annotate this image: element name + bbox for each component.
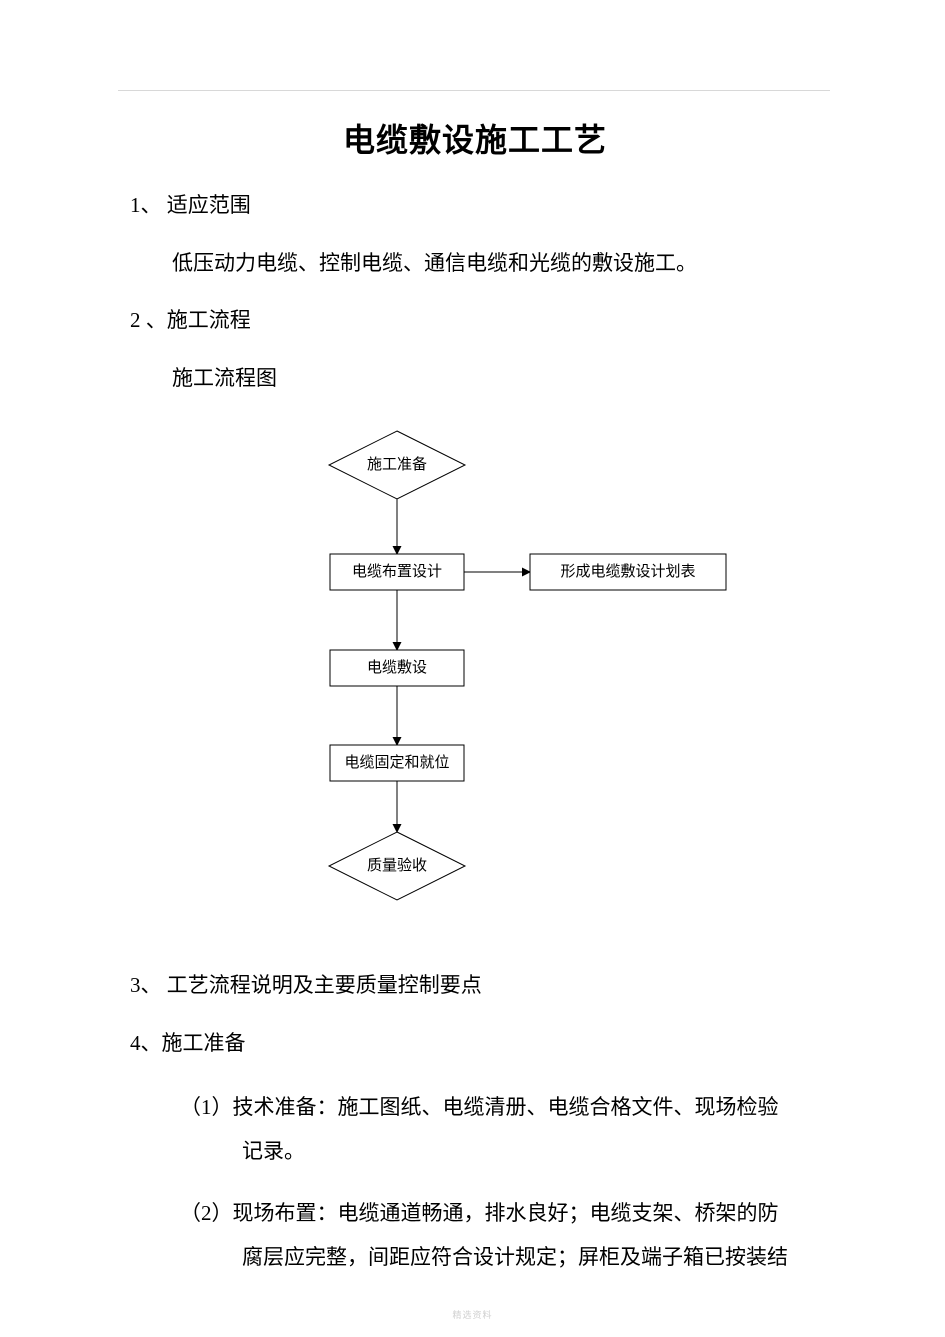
section-3-heading: 3、 工艺流程说明及主要质量控制要点 — [130, 969, 820, 1003]
page: 电缆敷设施工工艺 1、 适应范围 低压动力电缆、控制电缆、通信电缆和光缆的敷设施… — [0, 0, 945, 1337]
section-2-body: 施工流程图 — [172, 362, 820, 396]
section-4-item-2: （2）现场布置：电缆通道畅通，排水良好；电缆支架、桥架的防 腐层应完整，间距应符… — [180, 1191, 820, 1279]
flow-node-label-n2: 电缆布置设计 — [352, 563, 442, 580]
top-rule — [118, 90, 830, 91]
section-1-body: 低压动力电缆、控制电缆、通信电缆和光缆的敷设施工。 — [172, 247, 820, 281]
s4-i1-line1: （1）技术准备：施工图纸、电缆清册、电缆合格文件、现场检验 — [180, 1095, 779, 1119]
flow-node-label-n6: 质量验收 — [367, 857, 427, 874]
flowchart: 施工准备电缆布置设计 形成电缆敷设计划表电缆敷设电缆固定和就位质量验收 — [215, 419, 735, 929]
flow-node-label-n3: 形成电缆敷设计划表 — [560, 562, 695, 580]
document-title: 电缆敷设施工工艺 — [130, 115, 820, 161]
section-4-item-1: （1）技术准备：施工图纸、电缆清册、电缆合格文件、现场检验 记录。 — [180, 1085, 820, 1173]
flow-node-label-n1: 施工准备 — [367, 456, 427, 473]
section-2-heading: 2 、施工流程 — [130, 304, 820, 338]
section-1-heading: 1、 适应范围 — [130, 189, 820, 223]
flow-node-label-n4: 电缆敷设 — [367, 658, 427, 676]
s4-i2-line1: （2）现场布置：电缆通道畅通，排水良好；电缆支架、桥架的防 — [180, 1201, 779, 1225]
s4-i1-line2: 记录。 — [242, 1129, 820, 1173]
flowchart-svg: 施工准备电缆布置设计 形成电缆敷设计划表电缆敷设电缆固定和就位质量验收 — [215, 419, 735, 929]
flowchart-container: 施工准备电缆布置设计 形成电缆敷设计划表电缆敷设电缆固定和就位质量验收 — [130, 419, 820, 929]
flow-node-label-n5: 电缆固定和就位 — [344, 754, 449, 771]
page-footer: 精选资料 — [0, 1308, 945, 1321]
section-4-heading: 4、施工准备 — [130, 1027, 820, 1061]
s4-i2-line2: 腐层应完整，间距应符合设计规定；屏柜及端子箱已按装结 — [242, 1235, 820, 1279]
